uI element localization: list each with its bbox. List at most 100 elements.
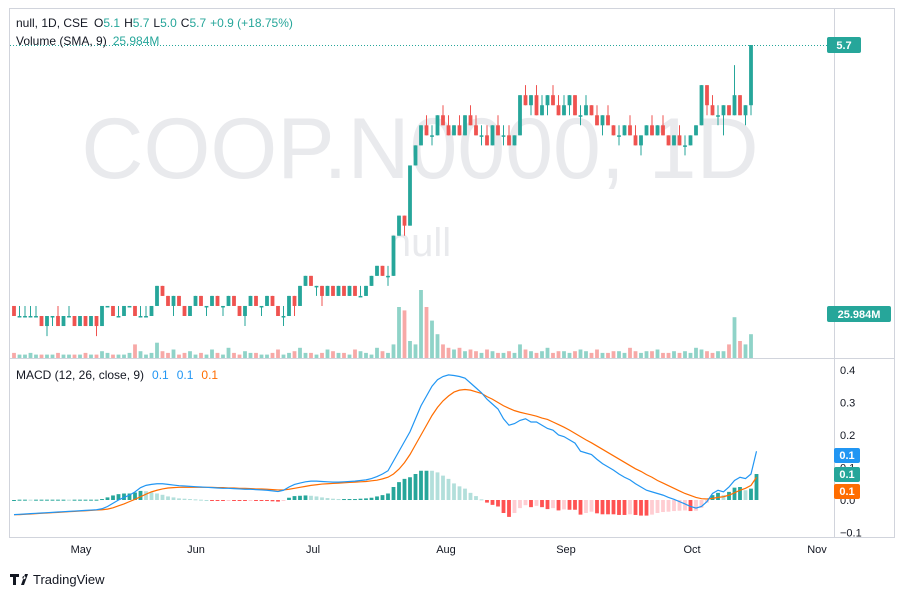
macd-histogram-bar bbox=[133, 492, 137, 500]
candle-body bbox=[331, 285, 335, 296]
volume-bar bbox=[694, 347, 698, 358]
volume-badge bbox=[827, 306, 891, 322]
macd-histogram-bar bbox=[166, 496, 170, 500]
volume-bar bbox=[386, 352, 390, 358]
macd-histogram-bar bbox=[556, 500, 561, 511]
macd-value-2: 0.1 bbox=[177, 368, 194, 382]
macd-histogram-bar bbox=[683, 500, 687, 511]
candle-body bbox=[34, 316, 38, 318]
macd-badge-2-text: 0.1 bbox=[839, 469, 854, 481]
macd-histogram-bar bbox=[364, 498, 368, 500]
macd-histogram-bar bbox=[523, 500, 528, 506]
volume-bar bbox=[606, 352, 610, 358]
candle-body bbox=[237, 305, 242, 316]
volume-bar bbox=[529, 351, 533, 358]
macd-histogram-bar bbox=[298, 495, 302, 500]
candle-body bbox=[485, 135, 489, 146]
macd-histogram-bar bbox=[303, 495, 308, 500]
volume-bar bbox=[45, 354, 49, 358]
volume-bar bbox=[534, 352, 539, 358]
candle-body bbox=[545, 95, 550, 106]
candle-body bbox=[248, 295, 253, 306]
volume-bar bbox=[210, 349, 214, 358]
volume-bar bbox=[237, 354, 242, 358]
candle-body bbox=[413, 145, 418, 166]
candle-body bbox=[155, 285, 159, 306]
volume-bar bbox=[699, 349, 704, 358]
macd-histogram-bar bbox=[628, 500, 632, 515]
macd-axis-tick: 0.2 bbox=[840, 430, 855, 442]
macd-histogram-bar bbox=[611, 500, 616, 515]
candle-body bbox=[144, 316, 148, 318]
macd-histogram-bar bbox=[540, 500, 544, 508]
volume-bar bbox=[28, 352, 33, 358]
candle-body bbox=[419, 125, 423, 146]
candle-body bbox=[50, 316, 55, 318]
volume-bar bbox=[166, 352, 170, 358]
volume-bar bbox=[430, 320, 434, 358]
volume-bar bbox=[204, 354, 209, 358]
candle-body bbox=[122, 305, 126, 316]
volume-bar bbox=[639, 352, 643, 358]
volume-bar bbox=[144, 354, 148, 358]
candle-body bbox=[743, 105, 748, 116]
macd-histogram-bar bbox=[204, 500, 209, 501]
time-axis-label: Sep bbox=[556, 544, 576, 556]
volume-bar bbox=[248, 352, 253, 358]
candle-body bbox=[199, 295, 203, 306]
volume-bar bbox=[347, 354, 352, 358]
candle-body bbox=[281, 316, 286, 318]
volume-bar bbox=[633, 351, 638, 358]
macd-histogram-bar bbox=[34, 499, 38, 501]
volume-bar bbox=[727, 344, 731, 358]
volume-bar bbox=[122, 354, 126, 358]
volume-bar bbox=[78, 354, 82, 358]
macd-histogram-bar bbox=[386, 493, 390, 500]
macd-histogram-bar bbox=[655, 500, 660, 513]
time-axis-label: Aug bbox=[436, 544, 456, 556]
macd-histogram-bar bbox=[292, 496, 297, 500]
macd-histogram-bar bbox=[17, 499, 22, 501]
macd-histogram-bar bbox=[325, 498, 330, 500]
candle-body bbox=[298, 285, 302, 306]
macd-histogram-bar bbox=[606, 500, 610, 515]
candle-body bbox=[479, 135, 484, 137]
candle-body bbox=[259, 305, 264, 308]
macd-histogram-bar bbox=[254, 500, 258, 501]
volume-bar bbox=[320, 352, 324, 358]
volume-bar bbox=[254, 352, 258, 358]
volume-bar bbox=[611, 351, 616, 358]
volume-bar bbox=[397, 307, 401, 358]
candle-body bbox=[688, 135, 693, 146]
brand-text: TradingView bbox=[33, 572, 105, 587]
candle-body bbox=[617, 135, 621, 137]
macd-histogram-bar bbox=[89, 499, 93, 501]
macd-histogram-bar bbox=[446, 478, 451, 500]
macd-histogram-bar bbox=[699, 500, 704, 508]
candle-body bbox=[705, 85, 709, 106]
time-axis-label: Oct bbox=[683, 544, 700, 556]
volume-bar bbox=[573, 351, 577, 358]
macd-histogram-bar bbox=[375, 496, 379, 500]
candle-body bbox=[694, 125, 698, 136]
volume-bar bbox=[677, 352, 682, 358]
tradingview-logo[interactable]: TradingView bbox=[10, 572, 105, 587]
macd-histogram-bar bbox=[39, 499, 44, 501]
macd-axis: 0.40.30.20.10.0−0.1 bbox=[840, 365, 862, 540]
chart-frame bbox=[9, 8, 895, 538]
macd-histogram-bar bbox=[435, 472, 440, 500]
volume-bar bbox=[193, 354, 198, 358]
volume-bar bbox=[501, 352, 506, 358]
macd-histogram-bar bbox=[144, 491, 148, 500]
macd-histogram-bar bbox=[155, 493, 159, 500]
volume-bar bbox=[17, 354, 22, 358]
volume-bar bbox=[138, 351, 143, 358]
macd-histogram-bar bbox=[237, 500, 242, 501]
volume-bar bbox=[23, 354, 27, 358]
candle-body bbox=[386, 275, 390, 278]
macd-histogram-bar bbox=[12, 500, 16, 501]
candle-body bbox=[402, 215, 407, 226]
candle-body bbox=[457, 125, 462, 136]
